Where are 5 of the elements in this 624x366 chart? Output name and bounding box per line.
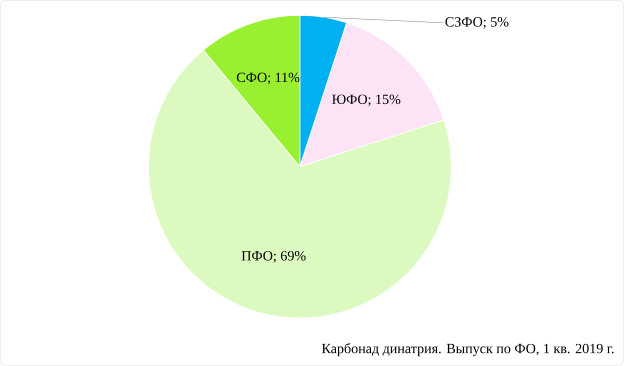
- slice-label: СЗФО; 5%: [445, 17, 508, 29]
- slice-label: ПФО; 69%: [242, 251, 306, 263]
- slice-label: ЮФО; 15%: [332, 94, 400, 106]
- text: Карбонад динатрия. Выпуск по ФО, 1 кв. 2019 г.: [322, 343, 614, 356]
- slice-label: СФО; 11%: [236, 72, 300, 84]
